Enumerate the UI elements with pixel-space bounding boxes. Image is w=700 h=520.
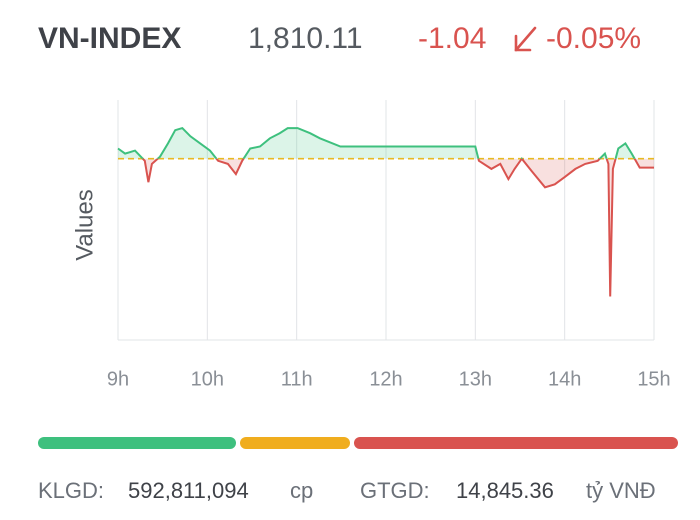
change: -1.04	[418, 22, 486, 55]
down-arrow-icon	[514, 26, 537, 52]
volume: 592,811,094	[128, 478, 249, 503]
x-tick-label: 11h	[281, 368, 313, 390]
x-tick-label: 12h	[369, 368, 402, 390]
value-unit: tỷ VNĐ	[586, 478, 656, 503]
price: 1,810.11	[248, 22, 363, 55]
trade-value: 14,845.36	[456, 478, 554, 503]
value-label: GTGD:	[360, 478, 430, 503]
volume-unit: cp	[290, 478, 313, 503]
x-tick-label: 14h	[548, 368, 581, 390]
line-up	[117, 126, 636, 159]
x-tick-label: 10h	[191, 368, 224, 390]
area-up	[118, 128, 654, 159]
breadth-segment	[240, 437, 350, 449]
symbol: VN-INDEX	[38, 22, 181, 55]
x-tick-label: 9h	[107, 368, 129, 390]
volume-label: KLGD:	[38, 478, 104, 503]
y-axis-label: Values	[71, 189, 98, 261]
change-percent: -0.05%	[546, 22, 641, 55]
x-tick-label: 15h	[637, 368, 670, 390]
breadth-segment	[354, 437, 678, 449]
breadth-segment	[38, 437, 236, 449]
x-tick-label: 13h	[459, 368, 492, 390]
